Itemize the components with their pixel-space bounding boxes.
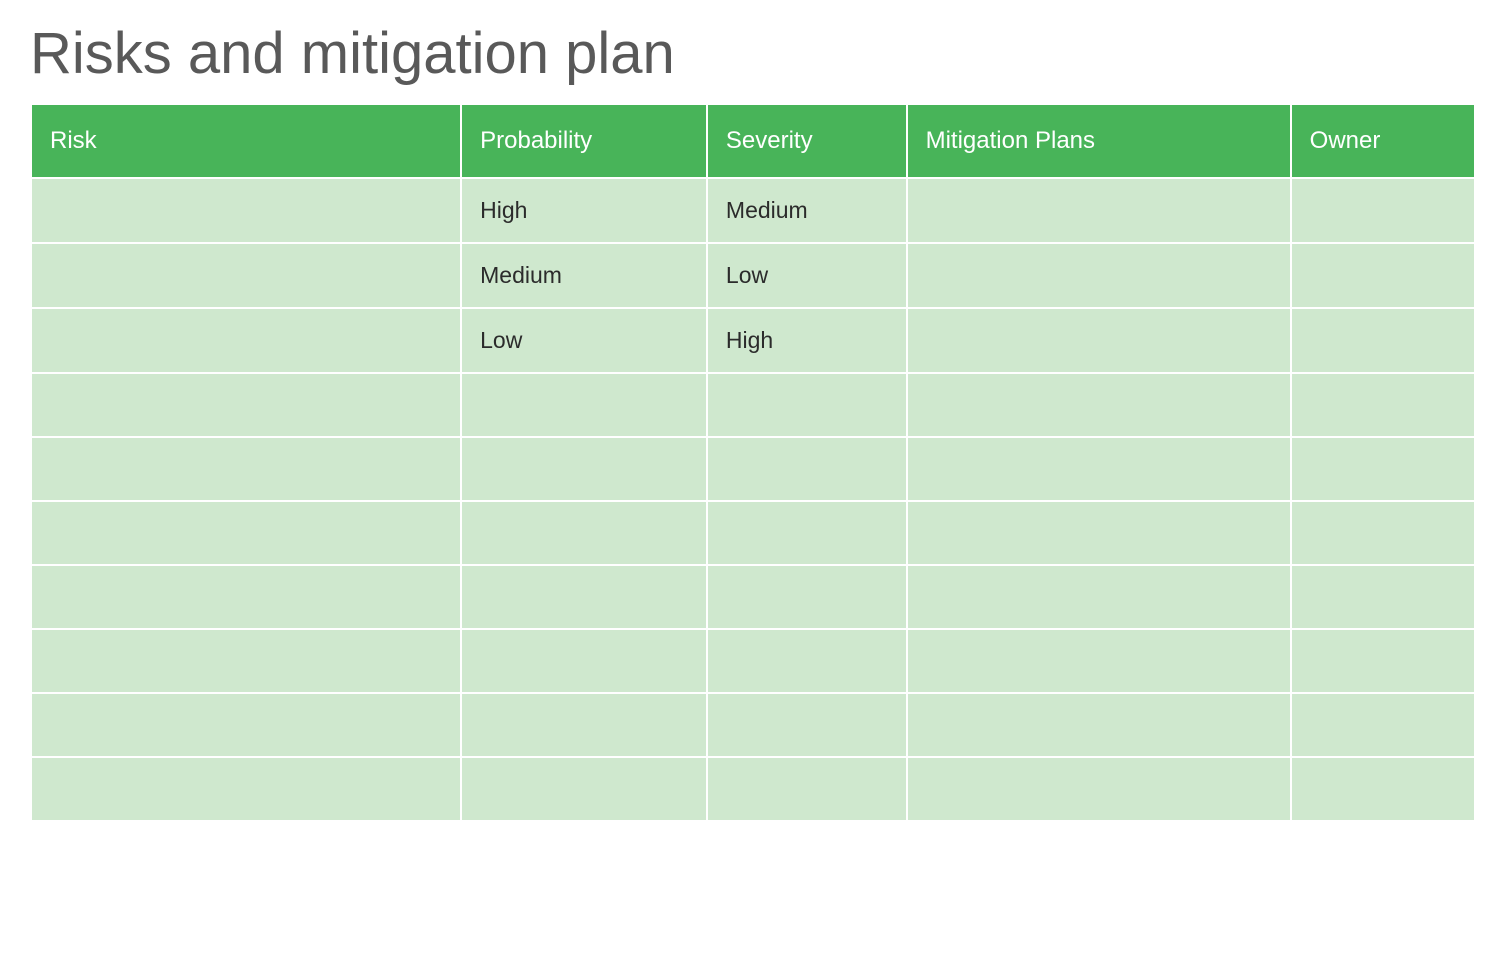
cell-probability [461, 373, 707, 437]
table-row [31, 437, 1475, 501]
cell-owner [1291, 501, 1475, 565]
cell-risk [31, 373, 461, 437]
risks-table: Risk Probability Severity Mitigation Pla… [30, 103, 1476, 822]
cell-probability [461, 501, 707, 565]
cell-severity: Low [707, 243, 907, 308]
cell-risk [31, 693, 461, 757]
cell-owner [1291, 629, 1475, 693]
page-title: Risks and mitigation plan [30, 20, 1476, 87]
cell-probability [461, 757, 707, 821]
table-body: High Medium Medium Low Low High [31, 178, 1475, 821]
cell-probability: High [461, 178, 707, 243]
table-row [31, 565, 1475, 629]
col-header-owner: Owner [1291, 104, 1475, 178]
cell-severity [707, 757, 907, 821]
cell-probability: Low [461, 308, 707, 373]
table-row: Medium Low [31, 243, 1475, 308]
cell-severity [707, 693, 907, 757]
cell-risk [31, 501, 461, 565]
cell-risk [31, 437, 461, 501]
cell-mitigation [907, 565, 1291, 629]
col-header-risk: Risk [31, 104, 461, 178]
table-header-row: Risk Probability Severity Mitigation Pla… [31, 104, 1475, 178]
cell-owner [1291, 693, 1475, 757]
cell-risk [31, 565, 461, 629]
cell-severity [707, 373, 907, 437]
cell-risk [31, 757, 461, 821]
cell-probability [461, 565, 707, 629]
cell-mitigation [907, 243, 1291, 308]
table-row [31, 757, 1475, 821]
table-row: Low High [31, 308, 1475, 373]
cell-severity: High [707, 308, 907, 373]
cell-risk [31, 629, 461, 693]
cell-owner [1291, 373, 1475, 437]
cell-risk [31, 178, 461, 243]
cell-mitigation [907, 178, 1291, 243]
table-row: High Medium [31, 178, 1475, 243]
cell-owner [1291, 308, 1475, 373]
cell-severity: Medium [707, 178, 907, 243]
cell-severity [707, 437, 907, 501]
cell-probability [461, 693, 707, 757]
col-header-mitigation: Mitigation Plans [907, 104, 1291, 178]
cell-severity [707, 629, 907, 693]
cell-severity [707, 501, 907, 565]
table-row [31, 501, 1475, 565]
cell-mitigation [907, 501, 1291, 565]
cell-mitigation [907, 308, 1291, 373]
table-row [31, 629, 1475, 693]
cell-owner [1291, 757, 1475, 821]
cell-mitigation [907, 629, 1291, 693]
cell-risk [31, 308, 461, 373]
col-header-severity: Severity [707, 104, 907, 178]
cell-severity [707, 565, 907, 629]
cell-mitigation [907, 437, 1291, 501]
cell-owner [1291, 178, 1475, 243]
cell-mitigation [907, 757, 1291, 821]
cell-owner [1291, 437, 1475, 501]
cell-probability [461, 629, 707, 693]
table-row [31, 693, 1475, 757]
cell-probability: Medium [461, 243, 707, 308]
col-header-probability: Probability [461, 104, 707, 178]
cell-owner [1291, 243, 1475, 308]
cell-probability [461, 437, 707, 501]
table-row [31, 373, 1475, 437]
cell-mitigation [907, 373, 1291, 437]
cell-owner [1291, 565, 1475, 629]
cell-risk [31, 243, 461, 308]
cell-mitigation [907, 693, 1291, 757]
